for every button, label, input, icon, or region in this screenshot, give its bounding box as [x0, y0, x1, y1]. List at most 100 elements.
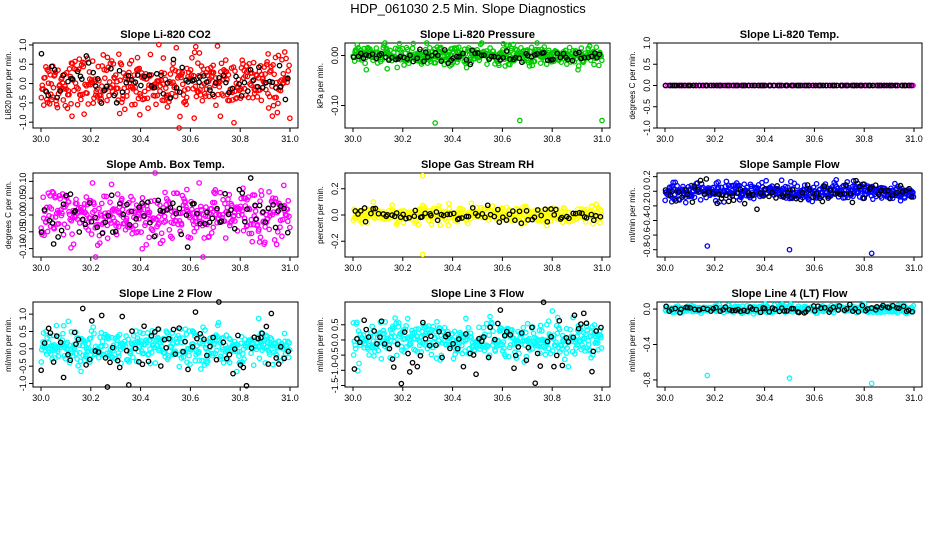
data-point: [499, 214, 506, 221]
data-point: [238, 86, 245, 92]
data-point: [377, 334, 383, 341]
data-point: [382, 319, 389, 325]
data-point: [109, 334, 115, 341]
data-point: [204, 66, 211, 72]
data-point: [105, 335, 112, 341]
data-point: [233, 73, 239, 80]
data-point: [134, 72, 141, 78]
data-point: [216, 299, 222, 305]
data-point: [441, 324, 448, 331]
data-point: [69, 76, 76, 82]
data-point: [456, 336, 462, 342]
data-point: [673, 82, 680, 89]
data-point: [906, 82, 912, 89]
data-point: [438, 58, 445, 65]
data-point: [446, 200, 452, 207]
data-point: [284, 229, 291, 236]
y-tick-label: -0.6: [642, 227, 652, 243]
data-point: [47, 192, 53, 199]
data-point: [506, 344, 513, 351]
x-tick-label: 30.6: [182, 134, 200, 144]
data-point: [572, 50, 579, 57]
data-point: [128, 208, 135, 215]
data-point: [176, 363, 183, 370]
plot-frame: [32, 301, 299, 388]
data-point: [593, 44, 600, 51]
data-point: [402, 326, 409, 333]
data-point: [598, 345, 605, 351]
data-point: [164, 80, 171, 86]
data-point: [830, 304, 837, 311]
data-point: [239, 190, 246, 197]
data-point: [354, 319, 360, 326]
data-point: [101, 193, 107, 200]
data-point: [810, 184, 817, 191]
chart-panel-6: Slope Sample Flow ml/min per min. 30.0 30.2…: [628, 159, 923, 273]
data-point: [40, 194, 47, 201]
data-point: [285, 354, 292, 361]
data-point: [159, 237, 166, 244]
y-tick-label: -0.05: [18, 222, 28, 243]
x-tick-label: 31.0: [593, 134, 611, 144]
data-point: [179, 69, 186, 76]
data-point: [212, 80, 219, 86]
data-point: [447, 345, 453, 352]
x-tick-label: 30.6: [494, 393, 512, 403]
data-point: [187, 67, 194, 73]
data-point: [235, 332, 241, 339]
data-point: [806, 187, 813, 193]
data-point: [435, 337, 442, 344]
data-point: [141, 95, 148, 102]
x-tick-label: 31.0: [281, 134, 299, 144]
data-point: [550, 56, 556, 63]
data-point: [79, 216, 86, 223]
data-point: [222, 200, 228, 207]
data-point: [565, 363, 572, 370]
data-point: [857, 82, 863, 89]
data-point: [163, 344, 170, 351]
data-point: [450, 340, 456, 347]
data-point: [78, 368, 84, 375]
outlier-point: [704, 372, 711, 379]
data-point: [538, 212, 545, 219]
data-point: [64, 105, 71, 112]
data-point: [231, 346, 238, 352]
data-point: [254, 83, 261, 90]
y-tick-label: 0.0: [330, 209, 340, 222]
data-point: [909, 308, 915, 315]
data-point: [889, 82, 896, 89]
data-point: [500, 339, 507, 345]
data-point: [669, 188, 675, 195]
data-point: [109, 344, 116, 351]
data-point: [281, 205, 287, 212]
data-point: [185, 346, 192, 352]
data-point: [141, 73, 148, 80]
data-point: [426, 342, 433, 349]
data-point: [388, 333, 394, 340]
data-point: [524, 320, 531, 327]
data-point: [262, 239, 268, 246]
data-point: [257, 234, 264, 241]
data-point: [47, 330, 54, 336]
data-point: [703, 176, 710, 182]
data-point: [123, 79, 130, 86]
data-point: [58, 212, 65, 219]
data-point: [454, 345, 461, 352]
outlier-point: [868, 380, 875, 387]
data-point: [554, 206, 561, 213]
data-point: [445, 60, 452, 67]
data-point: [870, 196, 876, 203]
data-point: [542, 345, 548, 351]
data-point: [593, 328, 600, 334]
data-point: [275, 208, 281, 214]
data-point: [105, 64, 112, 71]
data-point: [170, 326, 177, 333]
data-point: [462, 331, 469, 337]
data-point: [695, 187, 701, 193]
data-point: [125, 382, 132, 388]
data-point: [532, 380, 539, 387]
data-point: [407, 52, 413, 59]
data-point: [701, 191, 708, 197]
data-point: [393, 210, 400, 216]
